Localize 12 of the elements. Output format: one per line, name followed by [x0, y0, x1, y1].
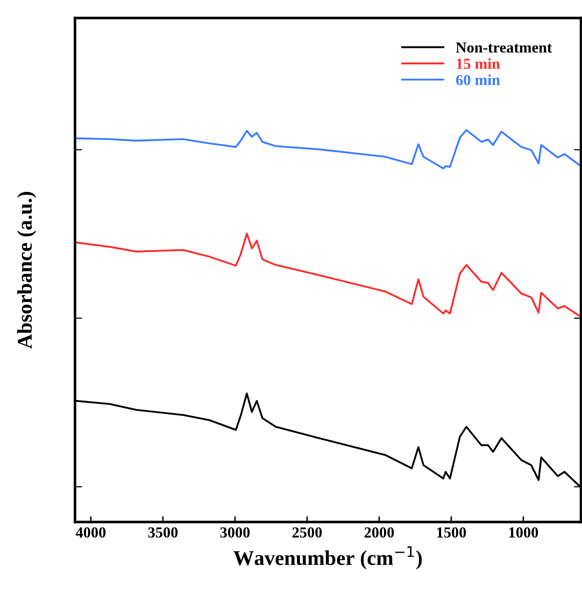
x-axis-title: Wavenumber (cm$^{−1}$) [234, 546, 422, 570]
x-tick-label: 4000 [76, 527, 106, 538]
x-tick-label: 1500 [437, 527, 466, 538]
x-tick-label: 3500 [148, 527, 178, 538]
x-tick-label: 1000 [509, 527, 538, 538]
x-tick-label: 3000 [220, 527, 250, 538]
legend-label: 60 min [456, 74, 500, 86]
y-axis-title: Absorbance (a.u.) [17, 192, 36, 349]
x-tick-label: 2000 [364, 527, 394, 538]
x-tick-label: 2500 [292, 527, 322, 538]
legend-label: 15 min [456, 58, 500, 69]
legend-label: Non-treatment [456, 42, 552, 53]
